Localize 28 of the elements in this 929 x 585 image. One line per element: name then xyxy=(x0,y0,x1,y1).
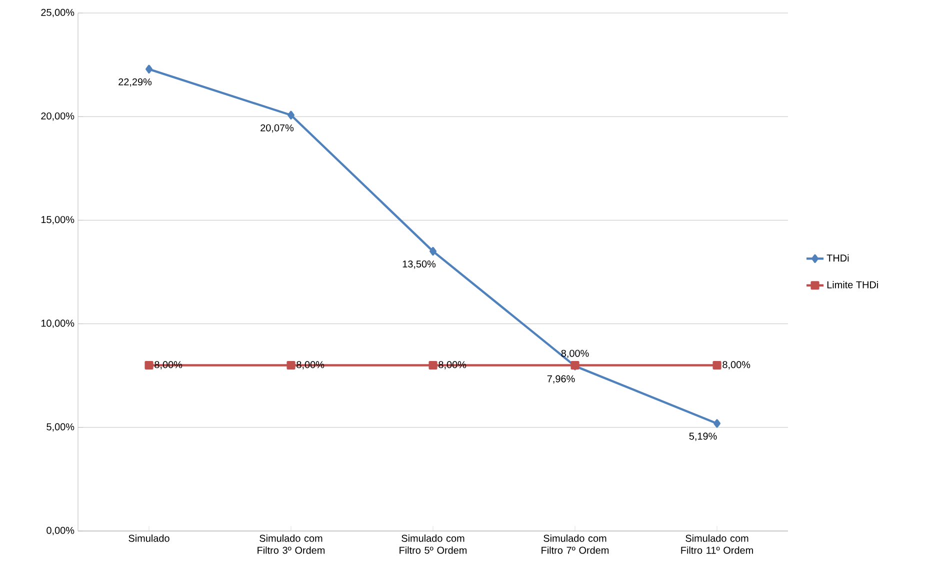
point xyxy=(146,64,152,74)
data-label: 5,19% xyxy=(689,432,717,441)
y-tick-label: 5,00% xyxy=(46,423,74,432)
point xyxy=(712,360,722,370)
point xyxy=(288,110,294,120)
data-label: 20,07% xyxy=(260,124,294,133)
x-tick-label: Simulado xyxy=(128,534,170,542)
data-label: 8,00% xyxy=(722,361,750,370)
x-tick-label: Simulado com Filtro 11º Ordem xyxy=(681,534,753,554)
legend-label: THDi xyxy=(826,254,849,262)
data-label: 7,96% xyxy=(547,375,575,384)
x-tick-label: Simulado com Filtro 3º Ordem xyxy=(258,534,325,554)
point xyxy=(428,360,438,370)
data-label: 22,29% xyxy=(118,78,152,87)
data-label: 8,00% xyxy=(561,350,589,358)
x-tick-label: Simulado com Filtro 5º Ordem xyxy=(400,534,467,554)
point xyxy=(144,360,154,370)
y-tick-label: 20,00% xyxy=(41,112,74,121)
legend-label: Limite THDi xyxy=(827,280,878,288)
point xyxy=(714,419,720,428)
x-tick-label: Simulado com Filtro 7º Ordem xyxy=(542,534,609,554)
y-tick-label: 25,00% xyxy=(41,8,74,18)
y-tick-label: 10,00% xyxy=(41,320,74,328)
point xyxy=(286,360,296,370)
data-label: 13,50% xyxy=(402,260,436,269)
y-tick-label: 0,00% xyxy=(46,526,74,536)
y-tick-label: 15,00% xyxy=(41,216,74,224)
point xyxy=(430,246,436,256)
